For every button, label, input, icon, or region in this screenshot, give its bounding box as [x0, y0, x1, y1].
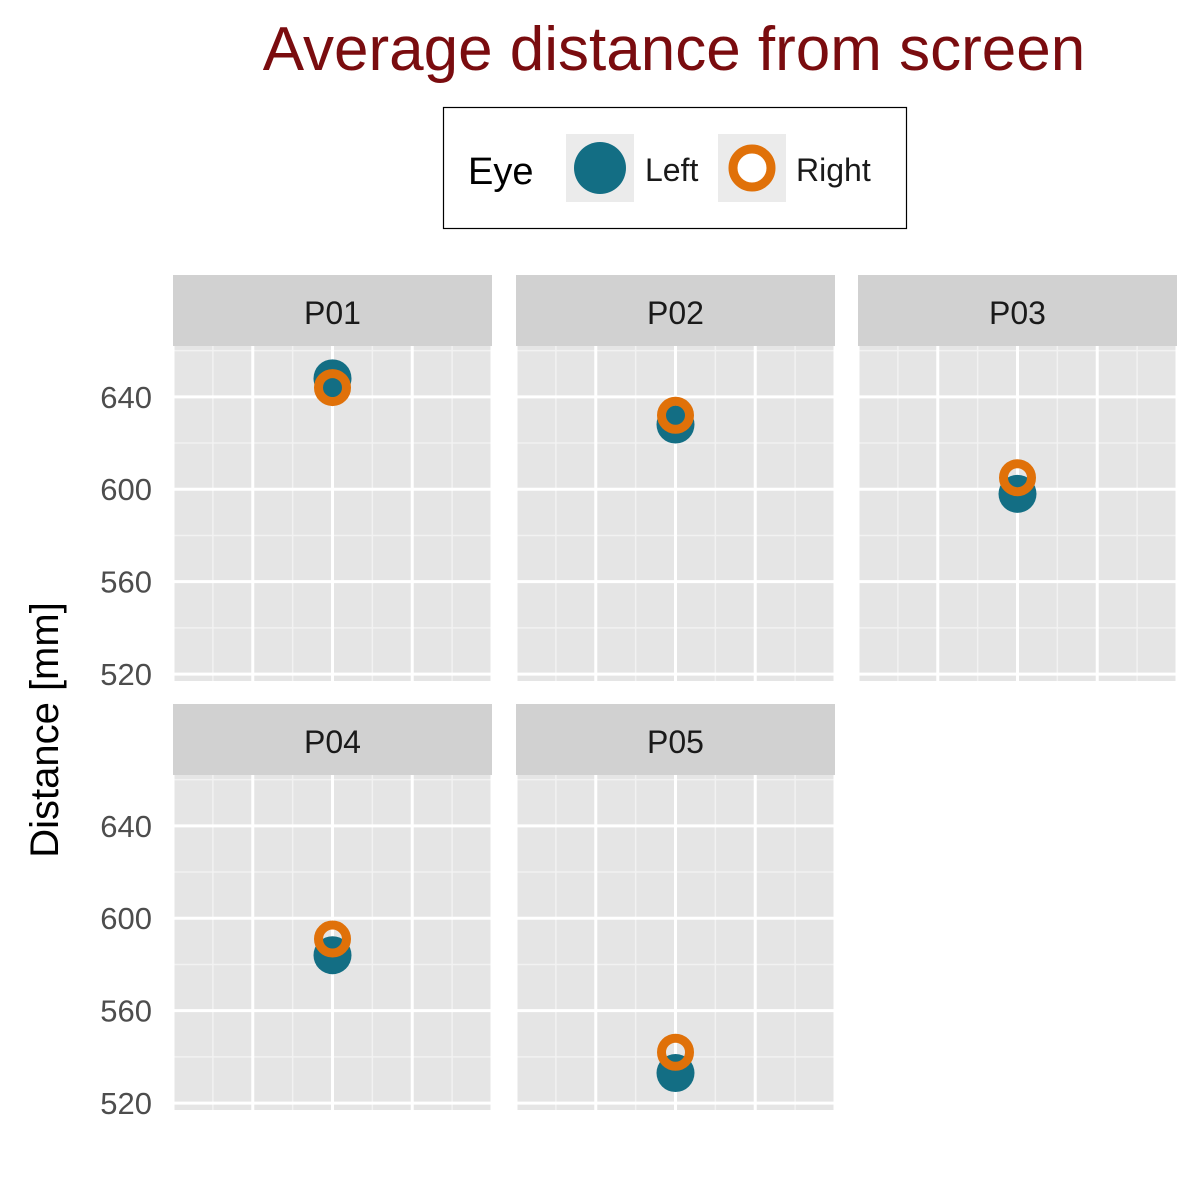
data-point-right — [314, 369, 351, 407]
facet-strip-label: P01 — [304, 295, 361, 331]
legend-label-right: Right — [796, 152, 871, 188]
data-point-right — [314, 920, 351, 958]
facet-panel-p04: P04 — [171, 704, 494, 1110]
y-tick-label: 520 — [100, 657, 152, 692]
facet-strip-label: P05 — [647, 724, 704, 760]
facet-strip-label: P03 — [989, 295, 1046, 331]
data-point-right — [657, 396, 694, 434]
legend: Eye Left Right — [442, 106, 908, 230]
y-axis-ticks: 520 560 600 640 520 560 600 640 — [100, 380, 152, 1121]
y-tick-label: 640 — [100, 809, 152, 844]
y-tick-label: 600 — [100, 901, 152, 936]
y-tick-label: 600 — [100, 472, 152, 507]
facet-strip-label: P04 — [304, 724, 361, 760]
facet-panel-p02: P02 — [514, 275, 837, 681]
y-tick-label: 640 — [100, 380, 152, 415]
facet-panel-p05: P05 — [514, 704, 837, 1110]
legend-box — [442, 106, 908, 230]
legend-key-right-icon — [728, 144, 776, 192]
chart-title: Average distance from screen — [263, 15, 1086, 84]
facet-strip — [516, 275, 835, 346]
facet-strip-label: P02 — [647, 295, 704, 331]
y-tick-label: 520 — [100, 1086, 152, 1121]
facet-strip — [858, 275, 1177, 346]
data-point-right — [657, 1033, 694, 1071]
facets-layer: P01 P02 P03 P04 P05 — [171, 275, 1179, 1110]
facet-panel-p01: P01 — [171, 275, 494, 681]
facet-strip — [516, 704, 835, 775]
facet-strip — [173, 704, 492, 775]
facet-strip — [173, 275, 492, 346]
y-axis-title: Distance [mm] — [23, 602, 67, 858]
facet-panel-p03: P03 — [856, 275, 1179, 681]
legend-label-left: Left — [645, 152, 698, 188]
legend-key-left-icon — [574, 142, 626, 194]
legend-title: Eye — [468, 151, 533, 193]
data-point-right — [999, 459, 1036, 497]
y-tick-label: 560 — [100, 994, 152, 1029]
y-tick-label: 560 — [100, 565, 152, 600]
